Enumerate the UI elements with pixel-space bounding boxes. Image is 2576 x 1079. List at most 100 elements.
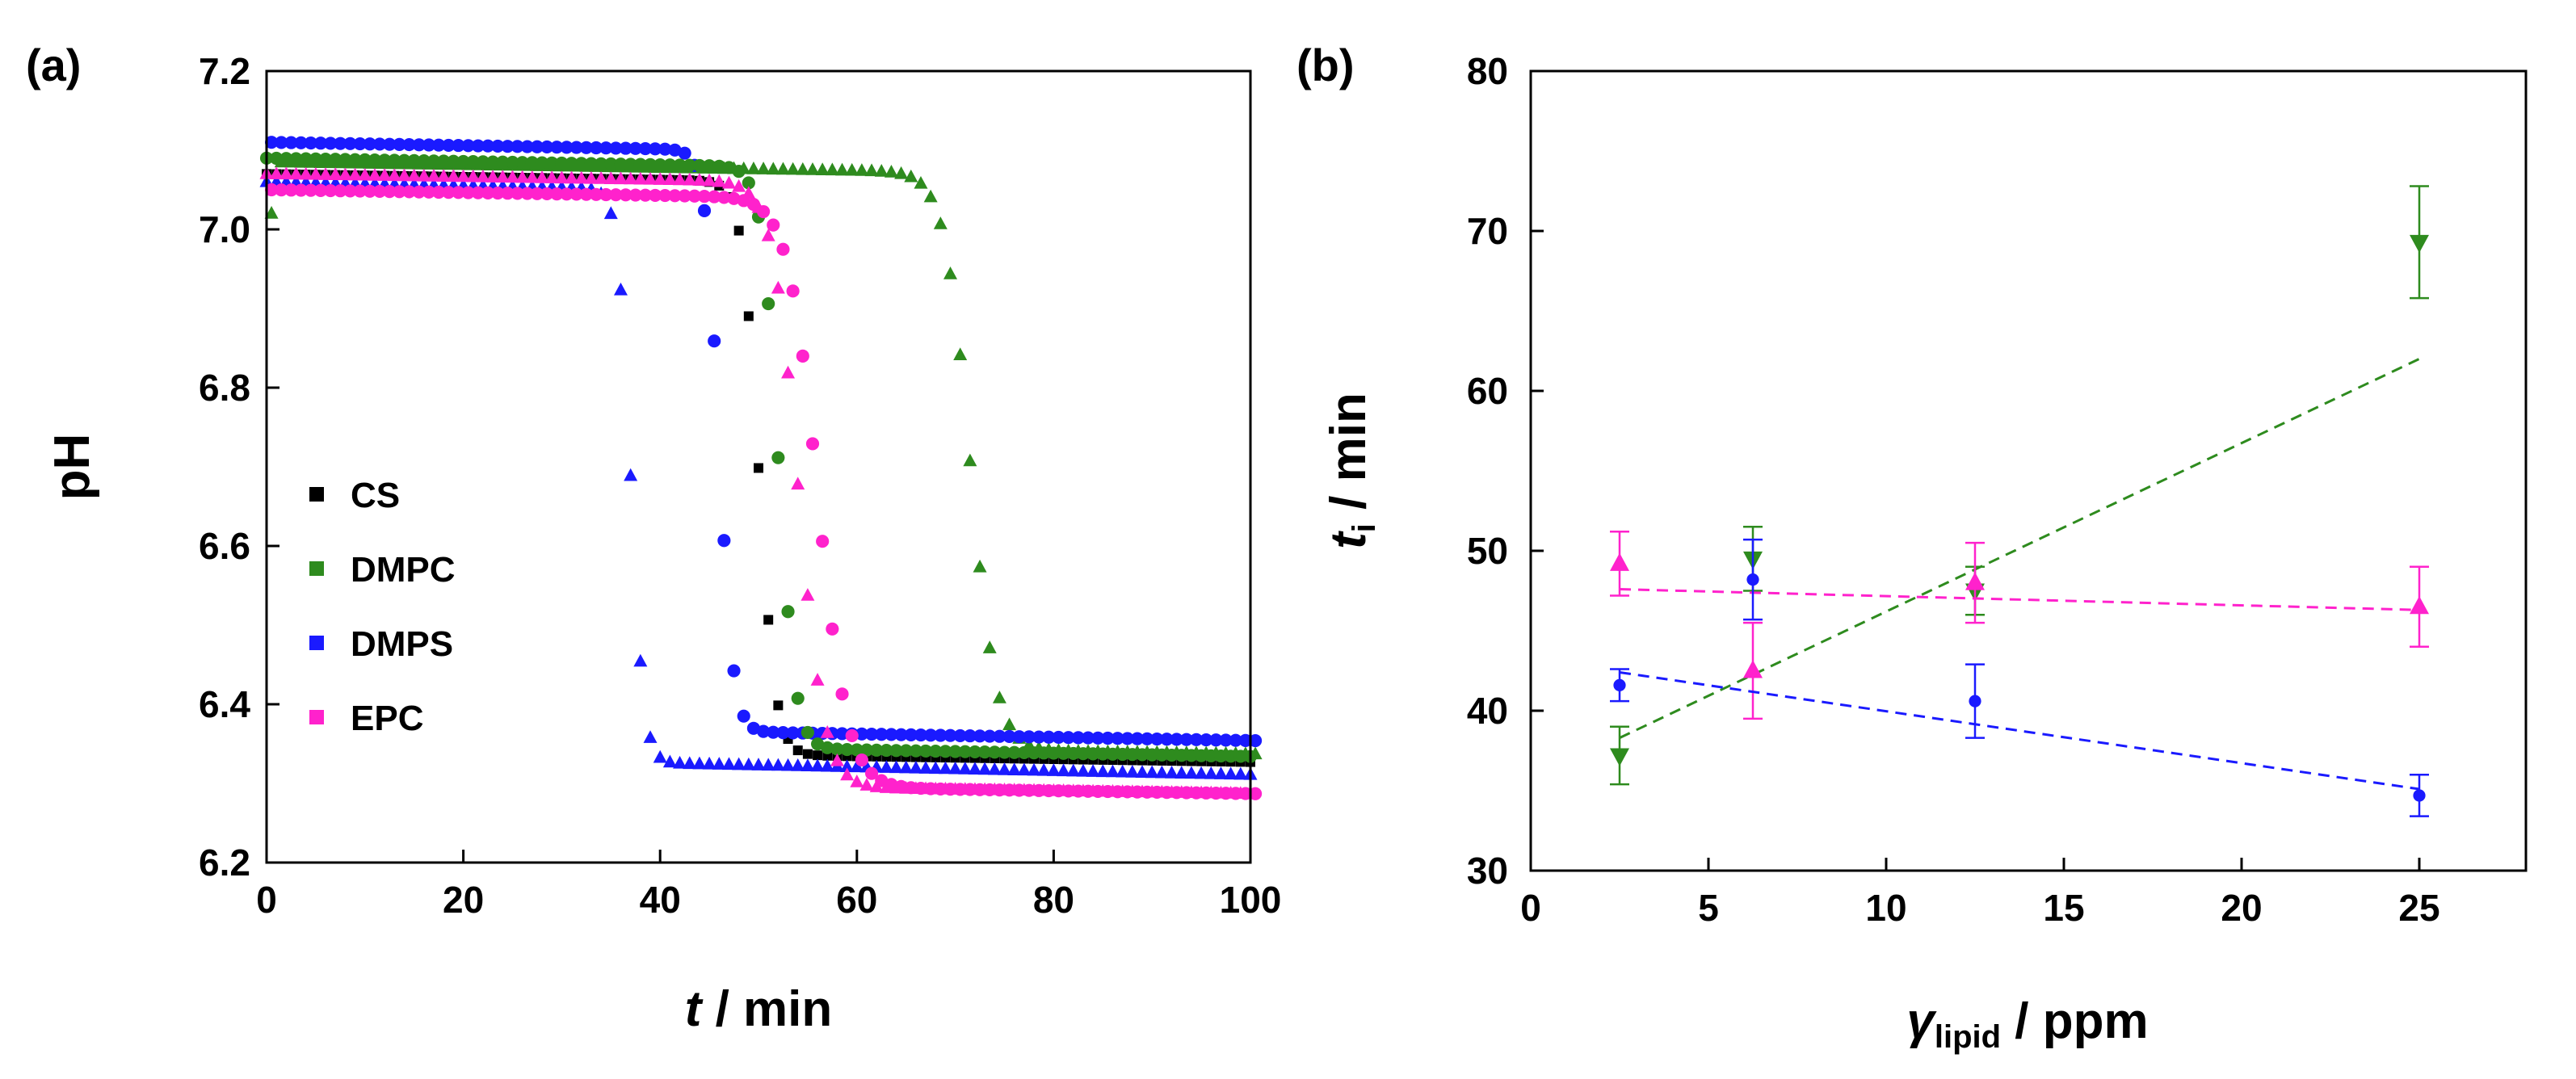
panel-a-y-axis-label: pH (44, 434, 100, 501)
panel-a-data-point (1081, 731, 1095, 745)
panel-a-data-point (1165, 748, 1179, 762)
panel-a-data-point (550, 187, 564, 201)
panel-a-data-point (456, 154, 470, 168)
panel-a-data-point (732, 165, 746, 178)
panel-a-data-point (663, 158, 677, 172)
panel-a-data-point (1066, 783, 1081, 796)
panel-a-data-point (485, 170, 500, 183)
panel-a-data-point (761, 228, 775, 241)
panel-a-data-point (452, 186, 465, 199)
panel-a-data-point (1095, 764, 1110, 778)
panel-a-legend-swatch (309, 710, 324, 724)
panel-a-data-point (643, 157, 658, 171)
panel-a-data-point (683, 172, 697, 186)
panel-a-data-point (427, 169, 441, 182)
panel-a-data-point (692, 756, 707, 770)
panel-a-data-point (1106, 747, 1120, 761)
panel-a-data-point (1076, 783, 1090, 797)
panel-a-legend-swatch (309, 561, 324, 576)
panel-a-plot-frame (265, 69, 1252, 864)
panel-a-data-point (1091, 731, 1105, 745)
panel-a-data-point (265, 136, 279, 149)
panel-a-data-point (309, 166, 323, 180)
panel-a-data-point (791, 691, 805, 705)
panel-a-data-point (520, 187, 534, 200)
panel-a-data-point (407, 153, 421, 167)
panel-a-data-point (275, 183, 288, 197)
panel-a-data-point (501, 187, 515, 200)
panel-a-data-point (1145, 748, 1159, 762)
panel-a-data-point (914, 175, 928, 189)
panel-a-data-point (633, 653, 648, 667)
panel-a-data-point (948, 745, 962, 758)
panel-a-data-point (840, 742, 854, 757)
panel-a-data-point (1007, 783, 1022, 796)
panel-a-data-point (864, 727, 879, 741)
panel-a-data-point (668, 143, 682, 157)
panel-a-data-point (721, 175, 736, 189)
panel-b-data-point (2413, 789, 2426, 802)
panel-a-data-point (565, 170, 579, 184)
panel-a-data-point (894, 166, 909, 179)
panel-b-data-point (1746, 573, 1759, 586)
panel-a-data-point (579, 187, 593, 201)
panel-a-data-point (1076, 763, 1090, 777)
panel-a-data-point (899, 760, 914, 774)
panel-a-data-point (1125, 748, 1139, 762)
panel-a-data-point (447, 154, 460, 168)
panel-b-y-ticks: 30 40 50 60 70 80 (1467, 50, 1544, 892)
panel-a-data-point (708, 190, 721, 204)
panel-a-data-point (781, 365, 796, 379)
panel-a-data-point (816, 535, 830, 548)
panel-a-data-point (486, 155, 500, 169)
panel-a-data-point (1155, 748, 1169, 762)
panel-a-data-point (963, 729, 977, 743)
panel-b-y-tick-label: 40 (1467, 690, 1508, 732)
panel-a-data-point (1066, 746, 1080, 761)
panel-a-legend-label: EPC (351, 699, 423, 738)
panel-a-data-point (761, 758, 775, 771)
panel-a-data-point (712, 159, 726, 173)
panel-a-data-point (992, 691, 1006, 703)
panel-a-data-point (348, 167, 363, 181)
panel-a-data-point (604, 157, 618, 171)
panel-a-data-point (1204, 766, 1218, 779)
panel-b-data-point (1969, 695, 1981, 707)
panel-a-data-point (299, 166, 313, 180)
panel-a-data-point (875, 728, 889, 741)
panel-a-data-point (540, 140, 554, 154)
panel-a-data-point (338, 153, 352, 166)
panel-a-data-point (1017, 783, 1032, 796)
panel-a-data-point (1057, 783, 1071, 796)
panel-a-data-point (407, 168, 422, 182)
panel-a-data-point (683, 158, 696, 172)
panel-a-data-point (1150, 732, 1164, 746)
panel-b-plot-frame (1529, 69, 2528, 872)
panel-a-data-point (422, 185, 436, 199)
panel-a-data-point (820, 758, 834, 772)
panel-a-data-point (874, 163, 889, 177)
panel-a-data-point (703, 159, 716, 173)
panel-a-data-point (1116, 784, 1130, 797)
panel-a-data-point (757, 724, 771, 738)
panel-a-data-point (1219, 733, 1233, 747)
panel-a-data-point (569, 141, 583, 154)
panel-a-data-point (658, 189, 672, 203)
panel-a-data-point (1105, 783, 1120, 797)
panel-a-data-point (560, 187, 574, 201)
panel-a-data-point (742, 757, 756, 770)
panel-a-data-point (318, 167, 333, 180)
panel-a-data-point (584, 170, 599, 184)
panel-a-x-tick-label: 80 (1033, 879, 1074, 921)
panel-a-data-point (737, 709, 750, 723)
panel-a-data-point (1096, 747, 1110, 761)
panel-b-y-tick-label: 80 (1467, 50, 1508, 92)
panel-a-data-point (1154, 765, 1169, 779)
panel-a-data-point (889, 744, 903, 758)
panel-a-data-point (673, 172, 687, 186)
panel-a-data-point (899, 744, 913, 758)
panel-a-data-point (810, 758, 825, 772)
panel-a-data-point (653, 749, 667, 763)
panel-a-data-point (1165, 784, 1179, 798)
panel-a-data-point (825, 162, 839, 176)
